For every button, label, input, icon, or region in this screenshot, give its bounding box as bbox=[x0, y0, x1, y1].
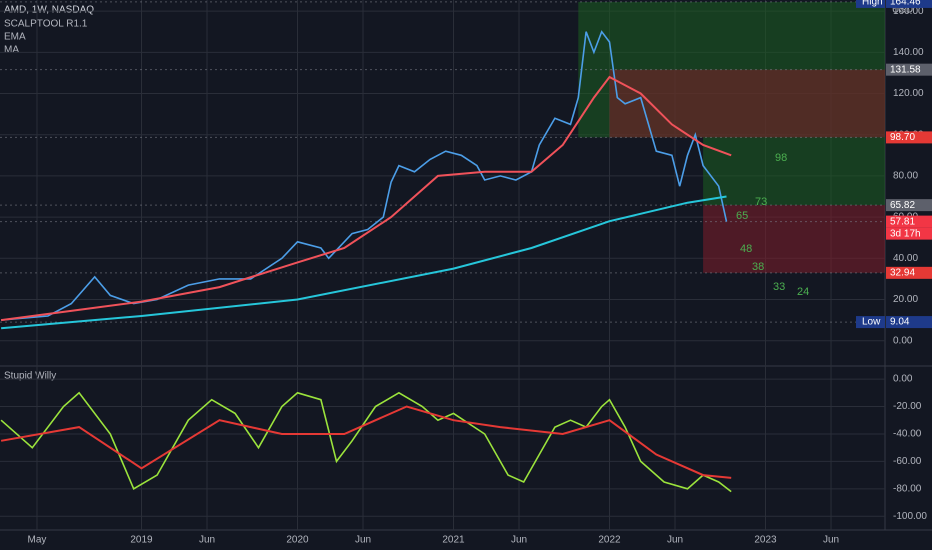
price-label-box bbox=[886, 215, 932, 228]
price-label-box bbox=[886, 0, 932, 8]
y-tick-label: 160.00 bbox=[893, 6, 924, 17]
price-label-box bbox=[886, 316, 932, 329]
price-tag-box bbox=[856, 0, 885, 8]
x-tick-label: Jun bbox=[355, 535, 371, 546]
price-label: 131.58 bbox=[890, 64, 921, 75]
target-label: 48 bbox=[740, 243, 752, 255]
series-line bbox=[1, 195, 727, 330]
zone bbox=[703, 137, 885, 206]
x-tick-label: 2022 bbox=[598, 535, 621, 546]
x-tick-label: 2020 bbox=[286, 535, 309, 546]
indicator-label: SCALPTOOL R1.1 bbox=[4, 19, 88, 30]
target-label: 38 bbox=[752, 261, 764, 273]
target-label: 24 bbox=[797, 286, 809, 298]
y-tick-label: -80.00 bbox=[893, 483, 922, 494]
x-tick-label: May bbox=[28, 535, 47, 546]
price-label-box bbox=[886, 199, 932, 212]
y-tick-label: -40.00 bbox=[893, 429, 922, 440]
price-label-box bbox=[886, 63, 932, 76]
x-tick-label: Jun bbox=[511, 535, 527, 546]
price-tag: 3d 17h bbox=[890, 228, 921, 239]
y-tick-label: 40.00 bbox=[893, 253, 918, 264]
price-label-box bbox=[886, 131, 932, 144]
price-tag: Low bbox=[862, 317, 881, 328]
y-tick-label: 120.00 bbox=[893, 88, 924, 99]
y-tick-label: 140.00 bbox=[893, 47, 924, 58]
zone bbox=[703, 205, 885, 273]
target-label: 33 bbox=[773, 281, 785, 293]
price-label: 32.94 bbox=[890, 267, 915, 278]
price-tag-box bbox=[856, 316, 885, 329]
x-tick-label: 2021 bbox=[442, 535, 465, 546]
y-tick-label: 0.00 bbox=[893, 335, 913, 346]
pane-title: Stupid Willy bbox=[4, 371, 56, 382]
price-label: 65.82 bbox=[890, 200, 915, 211]
y-tick-label: 80.00 bbox=[893, 171, 918, 182]
indicator-label: MA bbox=[4, 45, 19, 56]
x-tick-label: Jun bbox=[199, 535, 215, 546]
x-tick-label: 2019 bbox=[130, 535, 153, 546]
price-label: 57.81 bbox=[890, 216, 915, 227]
indicator-label: EMA bbox=[4, 32, 26, 43]
zone bbox=[609, 69, 885, 138]
price-label: 9.04 bbox=[890, 317, 910, 328]
y-tick-label: -100.00 bbox=[893, 511, 927, 522]
y-axis-label: USD bbox=[892, 5, 913, 16]
x-tick-label: Jun bbox=[823, 535, 839, 546]
series-line bbox=[0, 405, 732, 479]
y-tick-label: 0.00 bbox=[893, 374, 913, 385]
target-label: 65 bbox=[736, 210, 748, 222]
price-tag: High bbox=[862, 0, 883, 8]
price-label: 164.46 bbox=[890, 0, 921, 8]
series-line bbox=[0, 391, 732, 493]
y-tick-label: 20.00 bbox=[893, 294, 918, 305]
price-label-box bbox=[886, 266, 932, 279]
y-tick-label: -20.00 bbox=[893, 401, 922, 412]
y-tick-label: -60.00 bbox=[893, 456, 922, 467]
x-tick-label: 2023 bbox=[754, 535, 777, 546]
price-tag-box bbox=[886, 227, 932, 240]
target-label: 73 bbox=[755, 196, 767, 208]
x-tick-label: Jun bbox=[667, 535, 683, 546]
series-line bbox=[0, 75, 732, 322]
chart-title: AMD, 1W, NASDAQ bbox=[4, 5, 94, 16]
price-label: 98.70 bbox=[890, 132, 915, 143]
target-label: 98 bbox=[775, 152, 787, 164]
